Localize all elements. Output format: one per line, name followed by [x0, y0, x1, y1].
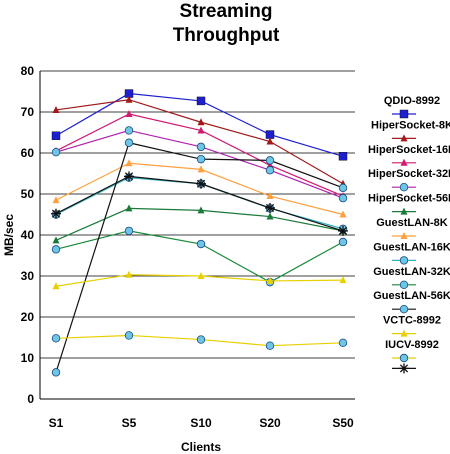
- legend-marker-star-stroke-3: [399, 364, 409, 373]
- point-series-12-s50-stroke-3: [338, 226, 348, 235]
- legend-marker-guestlan-56k: [399, 305, 409, 314]
- point-hipersocket-32k-s20: [265, 166, 275, 175]
- point-guestlan-8k-s1: [52, 196, 60, 204]
- point-hipersocket-8k-s20: [266, 137, 274, 145]
- point-guestlan-8k-s20: [266, 192, 274, 200]
- point-hipersocket-8k-s10: [197, 118, 205, 126]
- point-series-12-s20: [265, 202, 275, 213]
- chart-title-line-2: Throughput: [173, 25, 280, 46]
- point-qdio-8992-s10: [196, 96, 206, 106]
- point-hipersocket-32k-s5: [124, 126, 134, 135]
- legend-marker-qdio-8992: [399, 109, 409, 119]
- legend-label-hipersocket-8k: HiperSocket-8K: [371, 119, 450, 131]
- legend-marker-hipersocket-8k: [400, 134, 408, 142]
- y-tick-label-40: 40: [21, 228, 35, 242]
- point-series-12-s1: [51, 208, 61, 219]
- x-tick-label-s5: S5: [122, 416, 137, 430]
- y-tick-label-50: 50: [21, 187, 35, 201]
- point-hipersocket-32k-s1: [51, 147, 61, 157]
- point-hipersocket-8k-s5: [125, 95, 133, 103]
- point-guestlan-32k-s10: [196, 239, 206, 249]
- y-tick-label-70: 70: [21, 105, 35, 119]
- point-vctc-8992-s10: [197, 272, 205, 279]
- legend-marker-hipersocket-56k: [400, 207, 408, 215]
- point-hipersocket-56k-s20: [266, 212, 274, 220]
- point-hipersocket-8k-s1: [52, 105, 60, 113]
- y-tick-label-30: 30: [21, 269, 35, 283]
- point-qdio-8992-s1: [51, 131, 61, 140]
- point-guestlan-56k-s1: [51, 368, 61, 377]
- point-iucv-8992-s50: [338, 338, 348, 348]
- point-guestlan-8k-s10: [197, 165, 205, 173]
- point-guestlan-56k-s20: [265, 156, 275, 165]
- legend-label-hipersocket-56k: HiperSocket-56K: [368, 193, 450, 205]
- point-guestlan-8k-s5: [125, 159, 133, 167]
- legend-label-guestlan-56k: GuestLAN-56K: [373, 290, 450, 302]
- point-hipersocket-56k-s10: [197, 206, 205, 214]
- y-axis-label: MB/sec: [2, 214, 16, 256]
- point-hipersocket-16k-s5: [125, 110, 133, 118]
- x-tick-label-s50: S50: [332, 416, 354, 430]
- x-axis-label: Clients: [181, 440, 221, 454]
- x-tick-label-s1: S1: [49, 416, 64, 430]
- legend-label-iucv-8992: IUCV-8992: [385, 339, 439, 351]
- legend-marker-vctc-8992: [400, 329, 408, 337]
- chart-title-line-1: Streaming: [180, 1, 273, 22]
- legend-marker-hipersocket-16k: [400, 158, 408, 166]
- point-guestlan-32k-s50: [338, 237, 348, 247]
- point-hipersocket-32k-s50: [338, 193, 348, 203]
- point-vctc-8992-s5: [125, 270, 133, 278]
- plot-area: 0 10 20 30 40 50 60 70 80 S1 S5 S10 S20 S50: [21, 64, 355, 430]
- legend-label-hipersocket-16k: HiperSocket-16K: [368, 144, 450, 156]
- point-hipersocket-16k-s10: [197, 126, 205, 134]
- point-hipersocket-56k-s1: [52, 236, 60, 244]
- series-line-hipersocket-32k: [55, 129, 344, 199]
- legend-label-guestlan-8k: GuestLAN-8K: [376, 217, 448, 229]
- point-iucv-8992-s20: [265, 341, 275, 350]
- point-iucv-8992-s1: [51, 334, 61, 343]
- point-series-12-s5: [124, 171, 134, 182]
- point-hipersocket-32k-s10: [196, 142, 206, 152]
- legend-label-vctc-8992: VCTC-8992: [383, 315, 441, 327]
- point-iucv-8992-s5: [124, 331, 134, 340]
- point-qdio-8992-s50: [338, 152, 348, 161]
- point-guestlan-32k-s1: [51, 245, 61, 254]
- point-iucv-8992-s10: [196, 335, 206, 344]
- point-guestlan-56k-s50: [338, 183, 348, 193]
- legend-label-hipersocket-32k: HiperSocket-32K: [368, 168, 450, 180]
- point-vctc-8992-s20: [266, 276, 274, 284]
- legend-marker-star: [399, 363, 409, 374]
- point-series-12-s20-stroke-3: [265, 203, 275, 212]
- x-tick-label-s10: S10: [190, 416, 212, 430]
- y-tick-label-0: 0: [27, 392, 34, 406]
- point-series-12-s5-stroke-3: [124, 172, 134, 181]
- legend-label-guestlan-32k: GuestLAN-32K: [373, 266, 450, 278]
- point-guestlan-8k-s50: [339, 210, 347, 218]
- point-series-12-s10: [196, 178, 206, 189]
- legend-marker-guestlan-32k: [399, 280, 409, 289]
- y-tick-label-60: 60: [21, 146, 35, 160]
- point-vctc-8992-s50: [339, 276, 347, 284]
- legend: QDIO-8992 HiperSocket-8K HiperSocket-16K Hi…: [368, 95, 450, 374]
- y-tick-label-20: 20: [21, 310, 35, 324]
- point-guestlan-32k-s5: [124, 226, 134, 236]
- point-hipersocket-56k-s5: [125, 204, 133, 212]
- point-series-12-s1-stroke-3: [51, 209, 61, 218]
- y-tick-label-80: 80: [21, 64, 35, 78]
- legend-label-qdio-8992: QDIO-8992: [384, 95, 440, 107]
- y-tick-label-10: 10: [21, 351, 35, 365]
- x-tick-label-s20: S20: [259, 416, 281, 430]
- point-guestlan-56k-s5: [124, 138, 134, 147]
- legend-marker-iucv-8992: [399, 353, 409, 363]
- point-vctc-8992-s1: [52, 282, 60, 290]
- legend-marker-guestlan-16k: [399, 256, 409, 265]
- point-guestlan-56k-s10: [196, 154, 206, 164]
- legend-marker-hipersocket-32k: [399, 182, 409, 192]
- point-qdio-8992-s20: [265, 130, 275, 139]
- point-series-12-s10-stroke-3: [196, 179, 206, 188]
- point-series-12-s50: [338, 225, 348, 236]
- legend-label-guestlan-16k: GuestLAN-16K: [373, 241, 450, 253]
- legend-marker-guestlan-8k: [400, 232, 408, 239]
